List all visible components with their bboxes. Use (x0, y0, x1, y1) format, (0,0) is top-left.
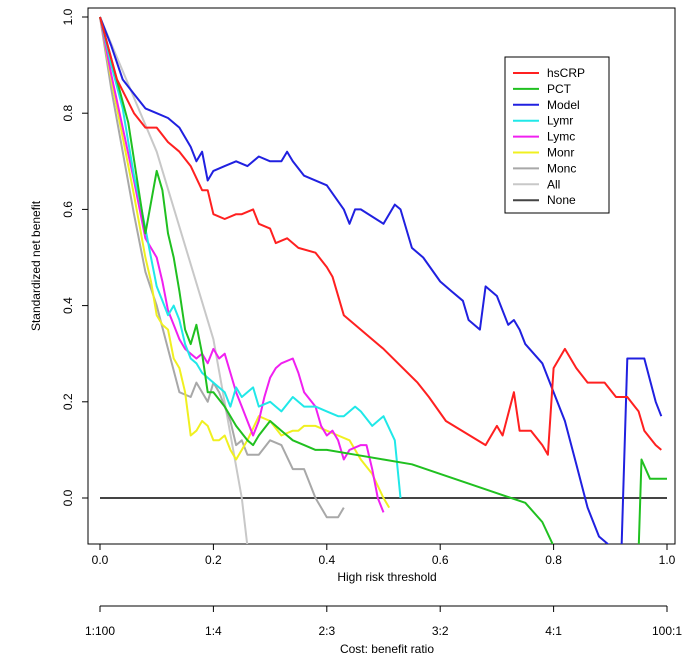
x-tick-label: 0.0 (92, 553, 109, 567)
x-axis: 0.0 0.2 0.4 0.6 0.8 1.0 (92, 544, 676, 567)
x-tick-label: 0.6 (432, 553, 449, 567)
series-line-monc (99, 16, 345, 519)
cost-benefit-tick-label: 2:3 (318, 624, 335, 638)
y-tick-label: 0.6 (61, 201, 75, 218)
plot-area-frame (87, 7, 676, 545)
y-tick-label: 0.8 (61, 105, 75, 122)
x-tick-label: 0.4 (318, 553, 335, 567)
cost-benefit-tick-label: 1:100 (85, 624, 115, 638)
legend-label-monc: Monc (547, 161, 576, 175)
series-layer (99, 16, 667, 544)
x-tick-label: 1.0 (659, 553, 676, 567)
cost-benefit-tick-label: 1:4 (205, 624, 222, 638)
x-axis-title: High risk threshold (337, 570, 436, 584)
x-tick-label: 0.8 (545, 553, 562, 567)
secondary-axis-title: Cost: benefit ratio (340, 642, 434, 656)
y-axis-title: Standardized net benefit (29, 200, 43, 331)
legend-label-hscrp: hsCRP (547, 66, 585, 80)
legend-label-lymr: Lymr (547, 114, 573, 128)
cost-benefit-tick-label: 4:1 (545, 624, 562, 638)
series-line-lymc (99, 16, 385, 513)
x-tick-label: 0.2 (205, 553, 222, 567)
cost-benefit-tick-label: 100:1 (652, 624, 682, 638)
legend-box (504, 56, 610, 214)
legend-label-lymc: Lymc (547, 130, 575, 144)
cost-benefit-tick-label: 3:2 (432, 624, 449, 638)
series-line-monr (99, 16, 391, 509)
legend-label-all: All (547, 177, 560, 191)
series-line-hscrp (99, 16, 662, 456)
y-tick-label: 0.4 (61, 297, 75, 314)
series-line-model (99, 16, 663, 544)
legend-label-monr: Monr (547, 146, 574, 160)
cost-benefit-axis: 1:100 1:4 2:3 3:2 4:1 100:1 (85, 605, 682, 638)
legend-label-model: Model (547, 98, 580, 112)
y-tick-label: 0.2 (61, 393, 75, 410)
y-tick-label: 0.0 (61, 489, 75, 506)
legend-label-pct: PCT (547, 82, 572, 96)
series-line-pct (99, 16, 667, 544)
series-line-all (99, 16, 249, 544)
y-axis: 0.0 0.2 0.4 0.6 0.8 1.0 (61, 8, 88, 506)
legend-label-none: None (547, 193, 576, 207)
y-tick-label: 1.0 (61, 8, 75, 25)
